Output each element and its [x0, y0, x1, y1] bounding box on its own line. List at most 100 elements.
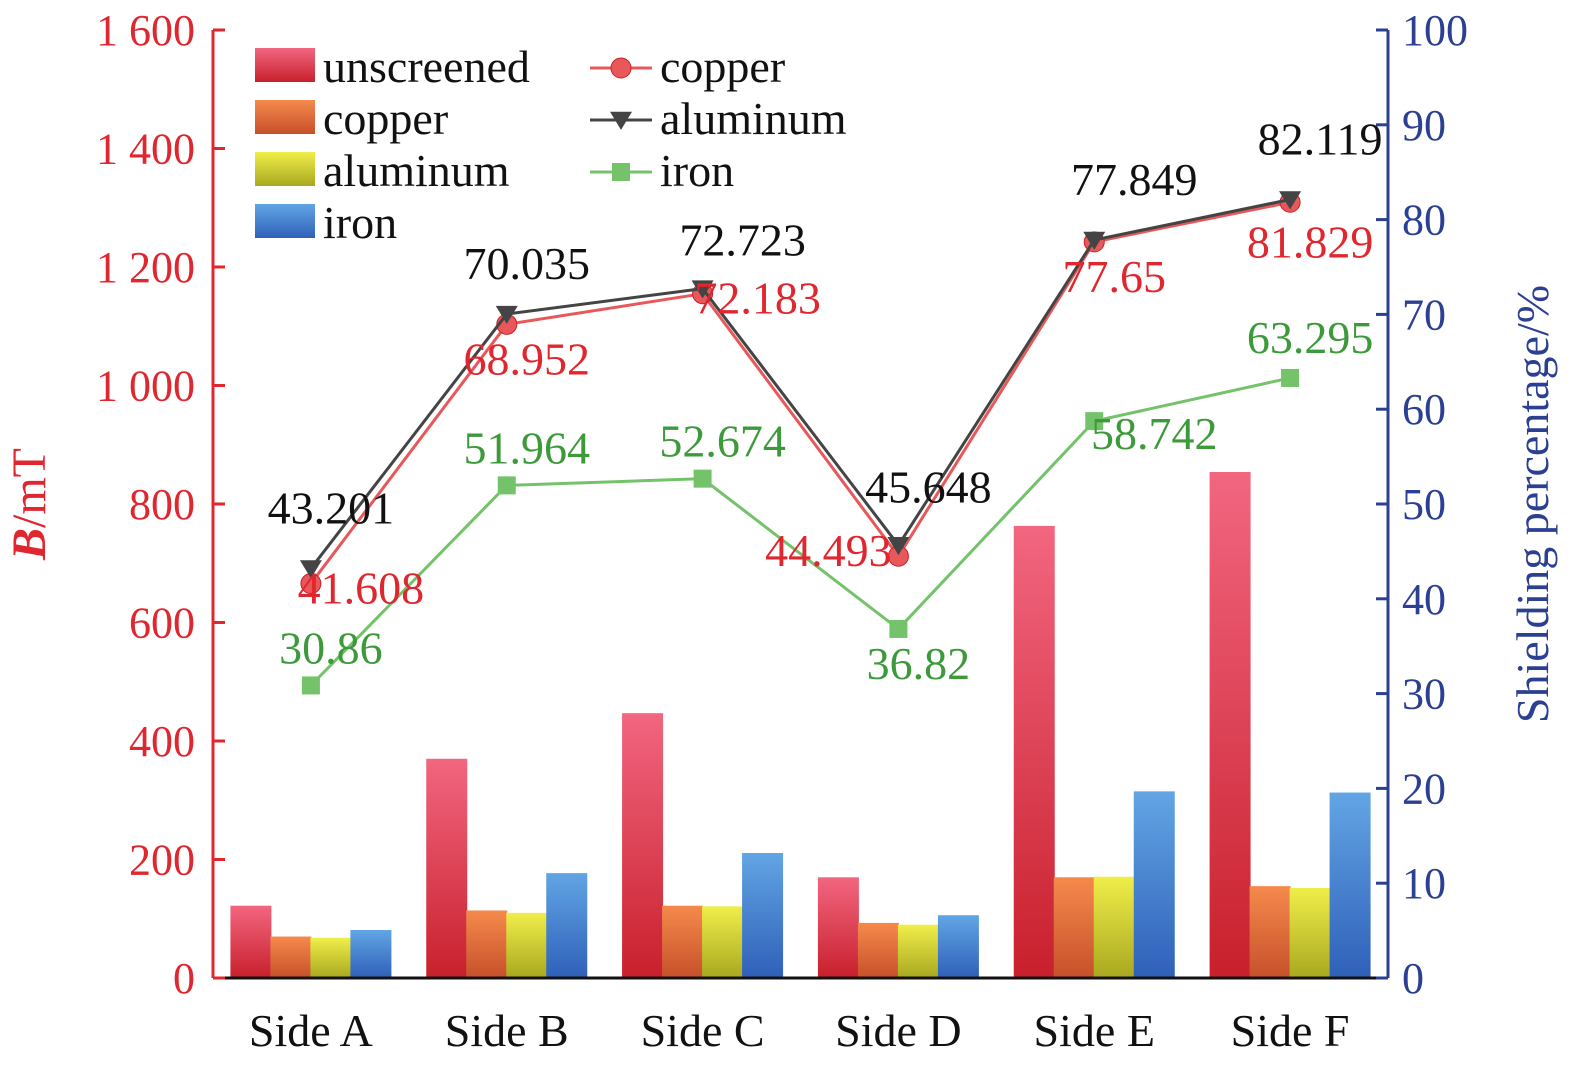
legend-label-bar-copper: copper — [323, 93, 448, 144]
line-aluminum — [309, 198, 1291, 570]
bar-copper-2 — [466, 910, 508, 978]
legend: unscreenedcopperaluminumironcopperalumin… — [255, 41, 847, 248]
point-aluminum-2 — [495, 305, 518, 324]
point-aluminum-6 — [1279, 191, 1302, 210]
right-tick-label: 0 — [1402, 954, 1424, 1003]
bar-copper-5 — [1053, 877, 1095, 978]
right-axis-title: Shielding percentage/% — [1507, 285, 1558, 723]
left-tick-label: 800 — [129, 480, 195, 529]
left-axis-title-bold: B — [3, 528, 56, 561]
right-tick-label: 20 — [1402, 764, 1446, 813]
point-aluminum-1 — [299, 560, 322, 579]
bars-layer — [230, 472, 1371, 978]
data-label-aluminum-2: 70.035 — [464, 238, 591, 289]
bar-unscreened-4 — [817, 877, 859, 978]
data-label-aluminum-1: 43.201 — [268, 482, 395, 533]
right-tick-label: 70 — [1402, 290, 1446, 339]
point-iron-2 — [497, 476, 516, 495]
category-label: Side A — [249, 1005, 373, 1056]
lines-layer — [299, 191, 1302, 695]
left-axis-title: B/mT — [3, 448, 56, 561]
legend-label-line-aluminum: aluminum — [660, 93, 847, 144]
bar-aluminum-2 — [506, 912, 548, 978]
left-tick-label: 1 400 — [96, 125, 195, 174]
category-label: Side F — [1231, 1005, 1350, 1056]
legend-swatch-bar-copper — [255, 100, 315, 134]
bar-copper-1 — [270, 936, 312, 978]
bar-aluminum-1 — [310, 937, 352, 978]
point-iron-3 — [693, 469, 712, 488]
bar-aluminum-6 — [1289, 887, 1331, 978]
axes-layer: 0 200 400 600 800 1 000 1 200 1 400 1 600 0 10 20 30… — [3, 6, 1558, 1056]
line-iron — [309, 376, 1291, 687]
left-tick-label: 1 200 — [96, 243, 195, 292]
left-tick-label: 1 600 — [96, 6, 195, 55]
bar-unscreened-5 — [1013, 525, 1055, 978]
bar-aluminum-4 — [897, 924, 939, 978]
data-label-copper-2: 68.952 — [464, 333, 591, 384]
data-label-aluminum-6: 82.119 — [1258, 114, 1383, 165]
bar-iron-3 — [742, 852, 784, 978]
legend-marker-copper — [610, 57, 632, 79]
bar-unscreened-3 — [622, 713, 664, 978]
bar-iron-2 — [546, 873, 588, 978]
legend-label-line-copper: copper — [660, 41, 785, 92]
data-label-iron-3: 52.674 — [659, 416, 786, 467]
data-label-iron-2: 51.964 — [464, 422, 591, 473]
category-label: Side E — [1034, 1005, 1155, 1056]
data-label-aluminum-5: 77.849 — [1071, 154, 1198, 205]
right-tick-label: 50 — [1402, 480, 1446, 529]
left-tick-label: 400 — [129, 717, 195, 766]
data-label-copper-3: 72.183 — [694, 273, 821, 324]
right-tick-label: 10 — [1402, 859, 1446, 908]
legend-marker-iron — [612, 163, 630, 181]
data-label-iron-5: 58.742 — [1091, 408, 1218, 459]
bar-aluminum-3 — [702, 906, 744, 978]
data-label-iron-4: 36.82 — [867, 638, 971, 689]
right-tick-label: 90 — [1402, 101, 1446, 150]
left-tick-label: 0 — [173, 954, 195, 1003]
data-label-copper-6: 81.829 — [1247, 216, 1374, 267]
legend-label-bar-unscreened: unscreened — [323, 41, 530, 92]
bar-iron-4 — [937, 915, 979, 978]
left-tick-label: 600 — [129, 599, 195, 648]
data-label-aluminum-3: 72.723 — [679, 215, 806, 266]
point-iron-5 — [1085, 412, 1104, 431]
legend-label-line-iron: iron — [660, 145, 734, 196]
bar-iron-5 — [1133, 791, 1175, 978]
legend-label-bar-aluminum: aluminum — [323, 145, 510, 196]
right-tick-label: 30 — [1402, 670, 1446, 719]
bar-unscreened-6 — [1209, 472, 1251, 978]
point-aluminum-3 — [691, 280, 714, 299]
legend-swatch-bar-aluminum — [255, 152, 315, 186]
point-iron-4 — [889, 619, 908, 638]
bar-copper-3 — [662, 905, 704, 978]
data-label-aluminum-4: 45.648 — [865, 461, 992, 512]
bar-copper-6 — [1249, 886, 1291, 978]
right-tick-label: 60 — [1402, 385, 1446, 434]
category-label: Side C — [641, 1005, 765, 1056]
right-tick-label: 80 — [1402, 196, 1446, 245]
bar-copper-4 — [857, 922, 899, 978]
data-labels-layer: 41.608 68.952 72.183 44.493 77.65 81.829 43.20… — [268, 114, 1383, 689]
point-iron-1 — [301, 676, 320, 695]
bar-aluminum-5 — [1093, 876, 1135, 978]
left-tick-label: 200 — [129, 836, 195, 885]
point-aluminum-5 — [1083, 231, 1106, 250]
right-tick-label: 40 — [1402, 575, 1446, 624]
left-tick-label: 1 000 — [96, 362, 195, 411]
line-copper — [309, 200, 1291, 585]
data-label-iron-6: 63.295 — [1247, 312, 1374, 363]
bar-iron-6 — [1329, 792, 1371, 978]
point-aluminum-4 — [887, 537, 910, 556]
point-iron-6 — [1281, 368, 1300, 387]
right-tick-label: 100 — [1402, 6, 1468, 55]
legend-swatch-bar-unscreened — [255, 48, 315, 82]
bar-iron-1 — [350, 930, 392, 978]
category-label: Side B — [445, 1005, 569, 1056]
left-axis-title-rest: /mT — [3, 448, 56, 528]
legend-swatch-bar-iron — [255, 204, 315, 238]
category-label: Side D — [835, 1005, 962, 1056]
bar-unscreened-1 — [230, 905, 272, 978]
data-label-copper-5: 77.65 — [1063, 251, 1167, 302]
